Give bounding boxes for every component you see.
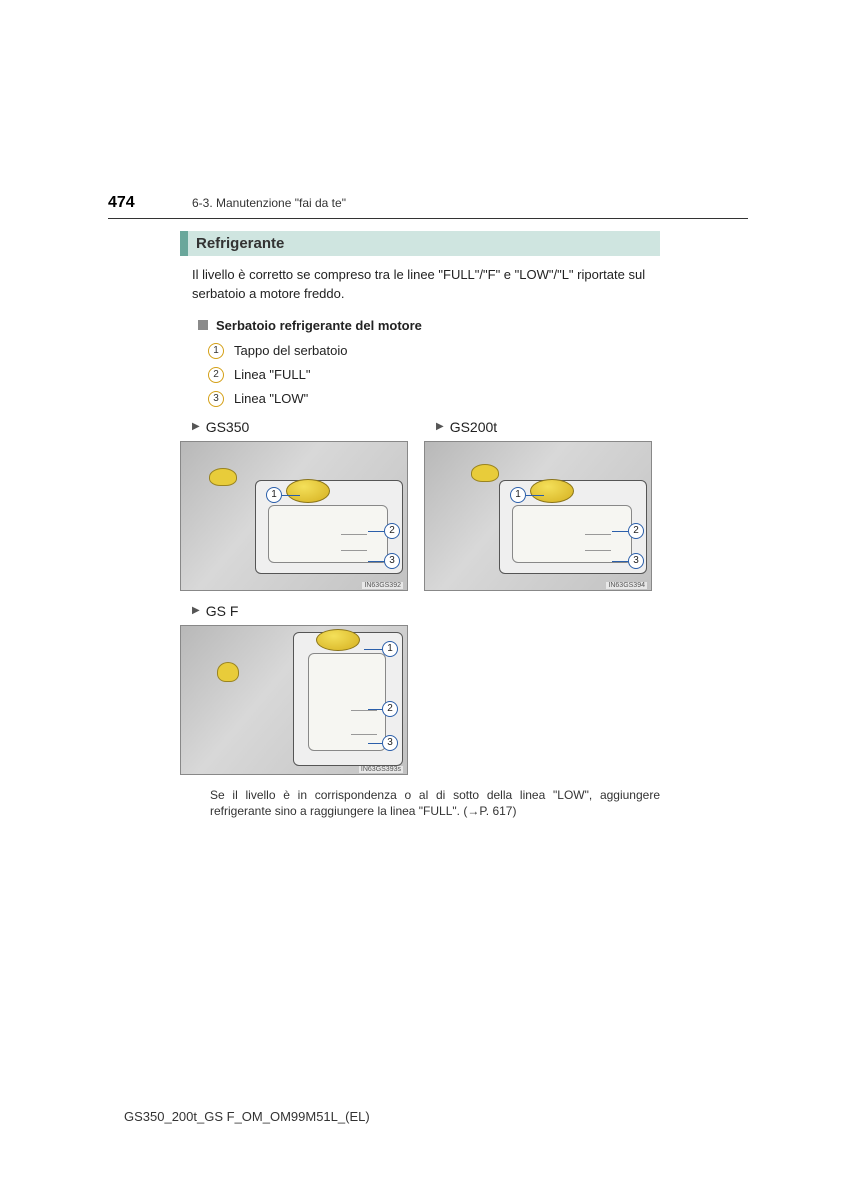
number-circle-icon: 1: [208, 343, 224, 359]
full-line-mark: [341, 534, 367, 535]
reservoir-cap-icon: [286, 479, 330, 503]
main-content: Refrigerante Il livello è corretto se co…: [180, 231, 660, 820]
reservoir-cap-context-icon: [217, 662, 239, 682]
callout-1-icon: 1: [266, 487, 282, 503]
model-col-gs350: ▶ GS350 1 2: [180, 415, 416, 591]
callout-lead: [368, 561, 384, 563]
callout-3-icon: 3: [382, 735, 398, 751]
callout-2-icon: 2: [382, 701, 398, 717]
square-bullet-icon: [198, 320, 208, 330]
callout-lead: [612, 561, 628, 563]
footer-code: GS350_200t_GS F_OM_OM99M51L_(EL): [124, 1109, 370, 1124]
page-content: 474 6-3. Manutenzione "fai da te" Refrig…: [108, 194, 748, 820]
model-label: ▶ GS F: [192, 603, 416, 619]
callout-3-icon: 3: [384, 553, 400, 569]
callout-3-icon: 3: [628, 553, 644, 569]
model-col-gs200t: ▶ GS200t 1 2: [424, 415, 660, 591]
subsection-heading: Serbatoio refrigerante del motore: [198, 318, 660, 333]
diagram-code: IN63GS393s: [359, 766, 403, 773]
callout-1-icon: 1: [510, 487, 526, 503]
zoom-detail: 1 2 3: [293, 632, 403, 766]
intro-paragraph: Il livello è corretto se compreso tra le…: [192, 266, 648, 304]
full-line-mark: [585, 534, 611, 535]
reservoir-cap-icon: [316, 629, 360, 651]
zoom-detail: 1 2 3: [255, 480, 403, 574]
model-col-gsf: ▶ GS F 1 2: [180, 599, 416, 775]
model-row-top: ▶ GS350 1 2: [180, 415, 660, 591]
list-item: 2 Linea "FULL": [208, 367, 660, 383]
model-label: ▶ GS200t: [436, 419, 660, 435]
subsection-title: Serbatoio refrigerante del motore: [216, 318, 422, 333]
model-name: GS200t: [450, 419, 497, 435]
callout-lead: [364, 649, 382, 651]
item-label: Linea "LOW": [234, 391, 308, 406]
callout-1-icon: 1: [382, 641, 398, 657]
low-line-mark: [341, 550, 367, 551]
item-label: Tappo del serbatoio: [234, 343, 347, 358]
list-item: 1 Tappo del serbatoio: [208, 343, 660, 359]
empty-col: [424, 599, 660, 775]
low-line-mark: [585, 550, 611, 551]
zoom-detail: 1 2 3: [499, 480, 647, 574]
model-name: GS350: [206, 419, 250, 435]
callout-lead: [282, 495, 300, 497]
header-rule: [108, 218, 748, 219]
reservoir-cap-icon: [530, 479, 574, 503]
number-circle-icon: 3: [208, 391, 224, 407]
callout-lead: [368, 743, 382, 745]
reservoir-cap-context-icon: [209, 468, 237, 486]
numbered-list: 1 Tappo del serbatoio 2 Linea "FULL" 3 L…: [208, 343, 660, 407]
reservoir-cap-context-icon: [471, 464, 499, 482]
diagram-code: IN63GS392: [362, 582, 403, 589]
model-row-bottom: ▶ GS F 1 2: [180, 599, 660, 775]
section-title: Refrigerante: [180, 231, 660, 256]
note-text: Se il livello è in corrispondenza o al d…: [210, 787, 660, 821]
diagram-gs350: 1 2 3 IN63GS392: [180, 441, 408, 591]
diagram-code: IN63GS394: [606, 582, 647, 589]
triangle-bullet-icon: ▶: [436, 421, 444, 432]
callout-2-icon: 2: [628, 523, 644, 539]
number-circle-icon: 2: [208, 367, 224, 383]
reservoir-body: [512, 505, 632, 563]
list-item: 3 Linea "LOW": [208, 391, 660, 407]
callout-2-icon: 2: [384, 523, 400, 539]
callout-lead: [612, 531, 628, 533]
diagram-gsf: 1 2 3 IN63GS393s: [180, 625, 408, 775]
triangle-bullet-icon: ▶: [192, 605, 200, 616]
model-label: ▶ GS350: [192, 419, 416, 435]
item-label: Linea "FULL": [234, 367, 310, 382]
callout-lead: [368, 531, 384, 533]
reservoir-body: [268, 505, 388, 563]
page-number: 474: [108, 194, 164, 212]
reservoir-body: [308, 653, 386, 751]
chapter-title: 6-3. Manutenzione "fai da te": [192, 196, 346, 210]
triangle-bullet-icon: ▶: [192, 421, 200, 432]
low-line-mark: [351, 734, 377, 735]
callout-lead: [526, 495, 544, 497]
model-name: GS F: [206, 603, 239, 619]
page-header: 474 6-3. Manutenzione "fai da te": [108, 194, 748, 212]
callout-lead: [368, 709, 382, 711]
diagram-gs200t: 1 2 3 IN63GS394: [424, 441, 652, 591]
